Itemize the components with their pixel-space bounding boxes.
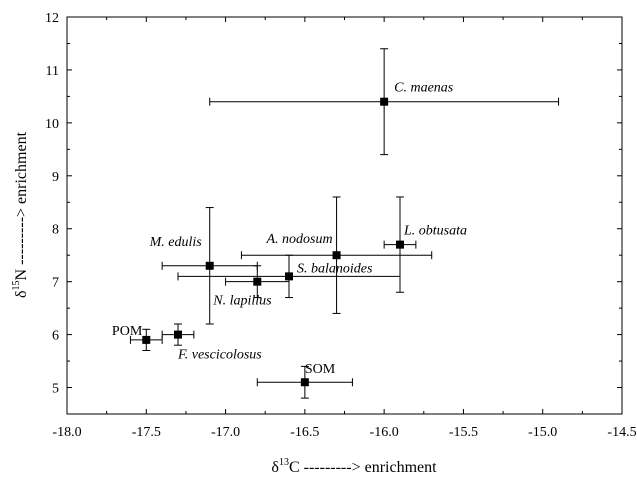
data-point-marker — [380, 97, 389, 106]
x-tick-label: -16.5 — [290, 425, 319, 440]
y-axis: 5 6 7 8 9 10 11 12 — [45, 11, 622, 415]
x-axis-label: δ13C ---------> enrichment — [271, 457, 437, 476]
data-point-marker — [285, 272, 293, 281]
data-point-marker — [142, 335, 151, 344]
y-tick-label: 5 — [52, 382, 59, 397]
data-points — [142, 97, 404, 387]
y-axis-label: δ15N ---------> enrichment — [11, 131, 30, 298]
plot-border — [66, 16, 623, 415]
data-point-marker — [332, 251, 341, 260]
y-tick-label: 6 — [52, 329, 59, 344]
x-tick-label: -14.5 — [607, 425, 636, 440]
point-label: C. maenas — [394, 81, 454, 96]
data-point-marker — [253, 277, 262, 286]
x-axis: -18.0 -17.5 -17.0 -16.5 -16.0 -15.5 -15.0 -14.5 — [52, 17, 637, 440]
x-tick-label: -15.0 — [528, 425, 557, 440]
y-tick-label: 7 — [52, 276, 59, 291]
point-label: L. obtusata — [403, 224, 467, 239]
y-tick-label: 10 — [45, 117, 59, 132]
y-tick-label: 12 — [45, 11, 59, 26]
error-bars — [129, 48, 560, 399]
point-label: SOM — [305, 362, 336, 377]
x-tick-label: -16.0 — [370, 425, 399, 440]
y-tick-label: 9 — [52, 170, 59, 185]
point-label: A. nodosum — [265, 232, 332, 247]
data-point-marker — [174, 330, 182, 339]
point-label: POM — [112, 324, 143, 339]
point-label: F. vescicolosus — [177, 348, 262, 363]
data-point-marker — [300, 378, 309, 387]
point-labels: C. maenas L. obtusata A. nodosum M. edulis S… — [112, 81, 467, 378]
data-point-marker — [205, 261, 214, 270]
data-point-marker — [396, 240, 404, 249]
y-tick-label: 11 — [46, 64, 59, 79]
plot-frame — [66, 16, 623, 415]
x-tick-label: -18.0 — [52, 425, 81, 440]
x-tick-label: -17.0 — [211, 425, 240, 440]
point-label: N. lapillus — [212, 294, 272, 309]
y-tick-label: 8 — [52, 223, 59, 238]
point-label: S. balanoides — [297, 261, 373, 276]
point-label: M. edulis — [149, 235, 203, 250]
x-tick-label: -15.5 — [449, 425, 478, 440]
x-tick-label: -17.5 — [132, 425, 161, 440]
